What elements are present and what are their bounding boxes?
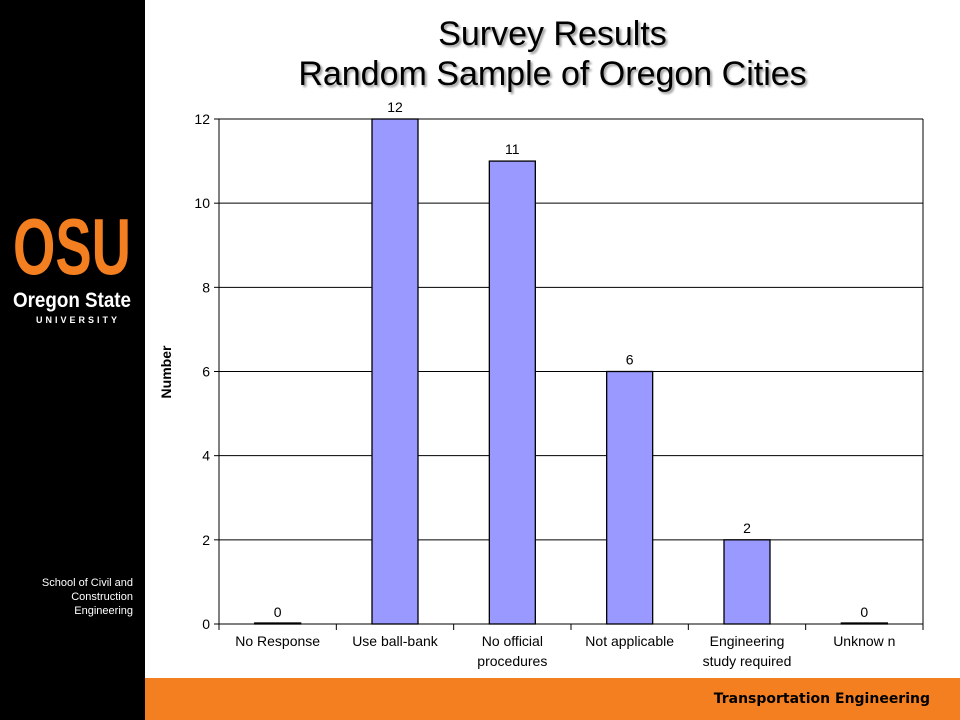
bar	[723, 539, 771, 625]
y-tick-label: 6	[202, 364, 210, 380]
department-line: Construction	[71, 591, 133, 603]
y-axis-label: Number	[158, 345, 174, 398]
y-tick-label: 0	[202, 616, 210, 632]
bar	[488, 160, 536, 625]
x-tick-label: Unknow n	[833, 633, 895, 649]
x-tick-label: Engineering	[710, 633, 785, 649]
logo-name: Oregon State	[13, 289, 131, 312]
x-tick-label: Use ball-bank	[352, 633, 439, 649]
gridlines	[219, 118, 923, 541]
y-tick-label: 8	[202, 279, 210, 295]
title-line-1: Survey Results	[438, 15, 667, 53]
data-label: 2	[743, 520, 751, 536]
y-tick-label: 10	[194, 195, 210, 211]
x-tick-label: No official	[482, 633, 543, 649]
data-label: 0	[274, 604, 282, 620]
y-tick-label: 2	[202, 532, 210, 548]
slide-title: Survey Results Random Sample of Oregon C…	[145, 14, 960, 94]
bar	[606, 370, 654, 625]
sidebar: OSU Oregon State UNIVERSITY School of Ci…	[0, 0, 145, 720]
bar	[371, 118, 419, 625]
data-label: 6	[626, 352, 634, 368]
logo-wordmark: OSU	[13, 202, 131, 291]
x-tick-label: procedures	[477, 653, 547, 669]
data-label: 0	[860, 604, 868, 620]
osu-logo: OSU Oregon State UNIVERSITY	[13, 202, 131, 325]
axes	[214, 118, 924, 630]
department-label: School of Civil and Construction Enginee…	[8, 576, 133, 618]
logo-sub: UNIVERSITY	[36, 315, 120, 325]
x-tick-label: Not applicable	[585, 633, 674, 649]
y-tick-label: 4	[202, 448, 210, 464]
department-line: School of Civil and	[41, 577, 133, 589]
data-labels: 0 12 11 6 2 0	[274, 99, 869, 620]
department-line: Engineering	[74, 605, 133, 617]
x-tick-label: study required	[703, 653, 792, 669]
title-line-2: Random Sample of Oregon Cities	[298, 55, 807, 93]
footer-label: Transportation Engineering	[713, 691, 930, 707]
x-tick-labels: No Response Use ball-bank No official proce…	[235, 633, 895, 669]
bar-chart: 0 2 4 6 8 10 12 No Response Use ball-bank No off…	[158, 99, 924, 669]
footer-bar: Transportation Engineering	[145, 678, 960, 720]
data-label: 11	[505, 141, 520, 157]
data-label: 12	[387, 99, 403, 115]
bars	[254, 118, 888, 625]
x-tick-label: No Response	[235, 633, 320, 649]
y-tick-labels: 0 2 4 6 8 10 12	[194, 111, 210, 632]
y-tick-label: 12	[194, 111, 210, 127]
